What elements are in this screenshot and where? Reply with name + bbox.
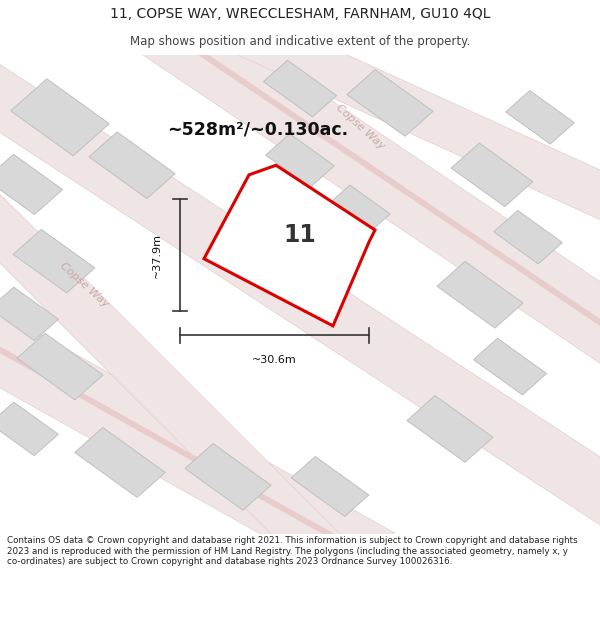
Polygon shape [0, 308, 394, 584]
Polygon shape [506, 91, 574, 144]
Polygon shape [494, 211, 562, 264]
Polygon shape [473, 338, 547, 395]
Polygon shape [227, 12, 600, 227]
Polygon shape [89, 132, 175, 199]
Polygon shape [17, 333, 103, 400]
Polygon shape [330, 185, 390, 232]
Polygon shape [291, 456, 369, 516]
Text: 11: 11 [284, 222, 316, 247]
Polygon shape [0, 59, 600, 531]
Polygon shape [0, 186, 351, 572]
Polygon shape [0, 402, 58, 456]
Polygon shape [0, 331, 374, 560]
Text: Contains OS data © Crown copyright and database right 2021. This information is : Contains OS data © Crown copyright and d… [7, 536, 578, 566]
Polygon shape [266, 134, 334, 188]
Polygon shape [13, 229, 95, 293]
Polygon shape [263, 60, 337, 117]
Polygon shape [0, 287, 58, 341]
Text: ~528m²/~0.130ac.: ~528m²/~0.130ac. [167, 120, 349, 138]
Text: ~30.6m: ~30.6m [252, 354, 297, 364]
Text: 11, COPSE WAY, WRECCLESHAM, FARNHAM, GU10 4QL: 11, COPSE WAY, WRECCLESHAM, FARNHAM, GU1… [110, 7, 490, 21]
Text: Map shows position and indicative extent of the property.: Map shows position and indicative extent… [130, 35, 470, 48]
Polygon shape [204, 165, 375, 326]
Polygon shape [347, 69, 433, 136]
Polygon shape [451, 143, 533, 206]
Text: ~37.9m: ~37.9m [152, 232, 162, 278]
Polygon shape [75, 428, 165, 498]
Polygon shape [11, 79, 109, 156]
Polygon shape [166, 29, 600, 344]
Polygon shape [437, 261, 523, 328]
Text: Copse Way: Copse Way [58, 261, 110, 309]
Text: Copse Way: Copse Way [334, 102, 386, 151]
Polygon shape [407, 396, 493, 462]
Polygon shape [143, 8, 600, 366]
Polygon shape [0, 154, 62, 214]
Polygon shape [185, 444, 271, 510]
